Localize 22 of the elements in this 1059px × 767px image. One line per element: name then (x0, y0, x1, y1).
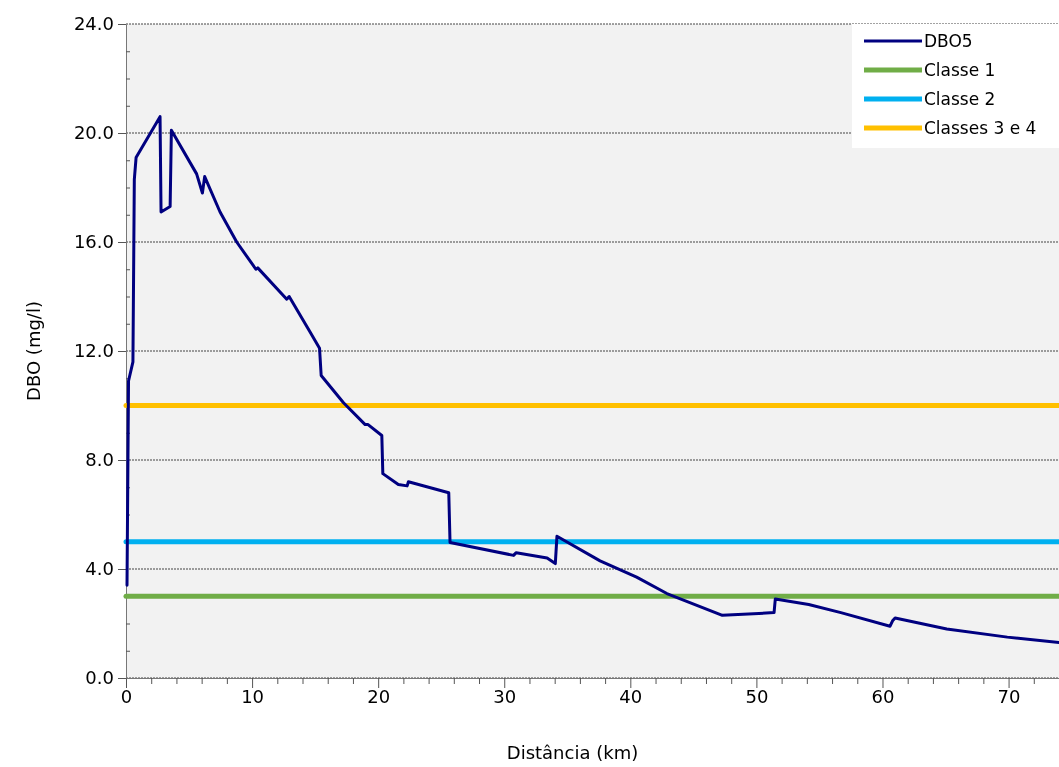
legend-label: Classes 3 e 4 (924, 117, 1037, 138)
x-tick-label: 0 (120, 686, 133, 708)
y-tick-label: 20.0 (73, 122, 114, 144)
x-tick-label: 20 (367, 686, 391, 708)
legend-label: Classe 2 (924, 88, 996, 109)
x-axis-title: Distância (km) (506, 742, 639, 763)
y-axis-title: DBO (mg/l) (23, 301, 44, 401)
x-tick-label: 50 (745, 686, 769, 708)
y-tick-label: 0.0 (85, 667, 114, 689)
line-series (125, 115, 1059, 645)
x-tick-label: 40 (619, 686, 643, 708)
y-tick-label: 24.0 (73, 13, 114, 35)
legend-label: Classe 1 (924, 59, 996, 80)
x-tick-label: 70 (997, 686, 1021, 708)
x-tick-label: 30 (493, 686, 517, 708)
y-tick-label: 16.0 (73, 231, 114, 253)
y-tick-label: 12.0 (73, 340, 114, 362)
x-tick-label: 10 (241, 686, 265, 708)
y-tick-label: 8.0 (85, 449, 114, 471)
legend-label: DBO5 (924, 30, 973, 51)
x-tick-label: 60 (871, 686, 895, 708)
y-tick-label: 4.0 (85, 558, 114, 580)
